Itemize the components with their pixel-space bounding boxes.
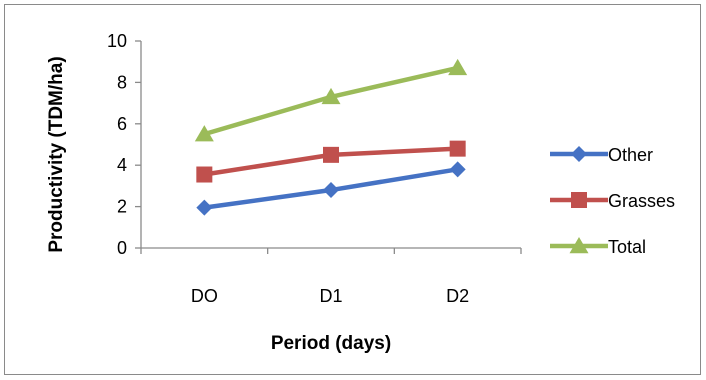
- x-tick-label: DO: [191, 286, 218, 306]
- data-point-other: [196, 199, 213, 216]
- y-tick-label: 8: [117, 72, 127, 92]
- series-total: [194, 58, 468, 142]
- data-point-grasses: [196, 166, 213, 183]
- y-tick-label: 6: [117, 114, 127, 134]
- data-point-other: [323, 182, 339, 199]
- y-tick-label: 0: [117, 238, 127, 258]
- axes: 0 2 4 6 8 10 DO D1 D2: [107, 31, 522, 306]
- series-grasses: [196, 140, 466, 183]
- data-point-other: [449, 161, 466, 178]
- legend-label: Total: [608, 237, 646, 257]
- legend-label: Other: [608, 145, 653, 165]
- series-other: [196, 161, 466, 216]
- legend: Other Grasses Total: [550, 145, 675, 257]
- legend-swatch-marker: [569, 237, 589, 254]
- x-axis-title: Period (days): [271, 333, 391, 354]
- legend-swatch-marker: [571, 146, 587, 162]
- y-tick-label: 10: [107, 31, 127, 51]
- x-ticks: DO D1 D2: [140, 248, 522, 306]
- legend-item-other: Other: [550, 145, 653, 165]
- data-point-total: [448, 58, 468, 76]
- chart-frame: [4, 4, 701, 375]
- data-point-total: [194, 125, 214, 142]
- y-tick-label: 2: [117, 197, 127, 217]
- legend-swatch-marker: [571, 192, 587, 208]
- legend-item-total: Total: [550, 237, 646, 257]
- y-ticks: 0 2 4 6 8 10: [107, 31, 141, 258]
- legend-item-grasses: Grasses: [550, 191, 675, 211]
- data-point-grasses: [449, 140, 466, 157]
- x-tick-label: D1: [319, 286, 342, 306]
- y-tick-label: 4: [117, 155, 127, 175]
- data-point-grasses: [323, 146, 339, 163]
- legend-label: Grasses: [608, 191, 675, 211]
- data-point-total: [321, 87, 341, 105]
- x-tick-label: D2: [446, 286, 469, 306]
- y-axis-title: Productivity (TDM/ha): [46, 56, 67, 252]
- series-layer: [194, 58, 468, 216]
